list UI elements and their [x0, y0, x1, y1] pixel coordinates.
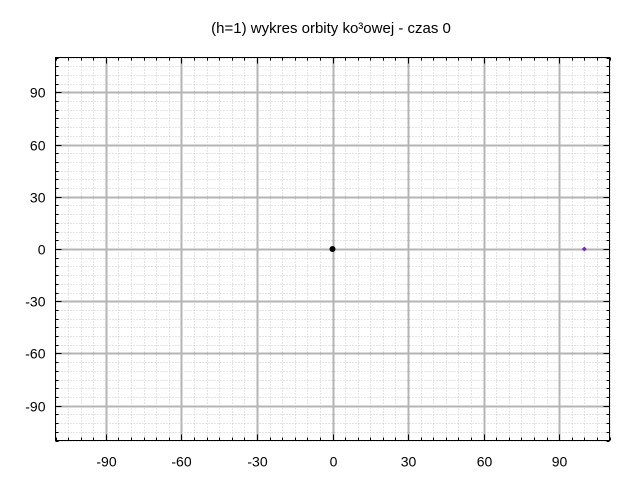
x-tick-label: -90 — [96, 454, 116, 470]
x-tick-label: -60 — [171, 454, 191, 470]
data-point-center — [329, 246, 336, 252]
x-tick-label: 0 — [330, 454, 338, 470]
y-tick-label: 0 — [38, 242, 46, 258]
x-tick-label: 30 — [401, 454, 417, 470]
y-tick-label: -30 — [25, 294, 45, 310]
x-tick-label: 90 — [552, 454, 568, 470]
chart-title: (h=1) wykres orbity ko³owej - czas 0 — [211, 20, 451, 37]
y-tick-label: 90 — [30, 85, 46, 101]
y-tick-label: 60 — [30, 138, 46, 154]
x-tick-label: -30 — [247, 454, 267, 470]
data-point-satellite — [581, 246, 587, 252]
y-tick-labels: -90 -60 -30 0 30 60 90 — [25, 85, 45, 415]
y-tick-label: -60 — [25, 346, 45, 362]
y-tick-label: -90 — [25, 399, 45, 415]
x-tick-labels: -90 -60 -30 0 30 60 90 — [96, 454, 567, 470]
data-points — [329, 246, 587, 252]
x-tick-label: 60 — [477, 454, 493, 470]
y-tick-label: 30 — [30, 190, 46, 206]
axis-ticks — [55, 57, 611, 442]
